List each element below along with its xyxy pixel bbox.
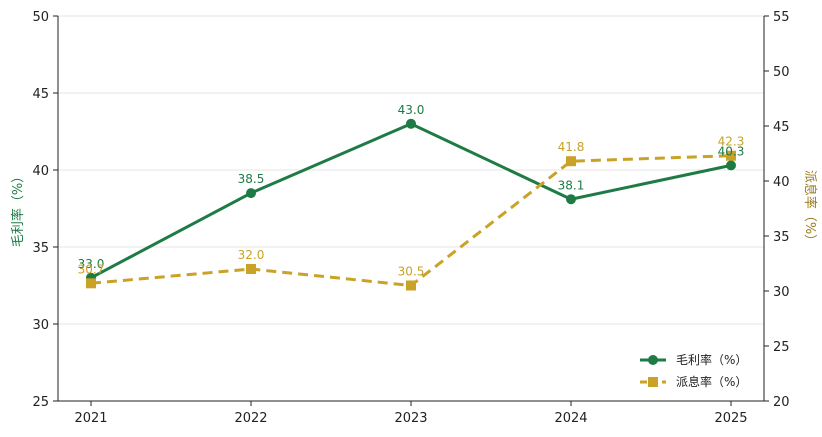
legend-label: 毛利率（%）	[676, 352, 747, 367]
right-tick-label: 35	[773, 230, 790, 245]
gridlines	[58, 15, 764, 402]
data-label: 30.7	[78, 262, 105, 276]
right-y-axis-title: 派息率（%）	[802, 170, 818, 247]
data-label: 42.3	[718, 135, 745, 149]
data-label: 43.0	[398, 103, 425, 117]
right-tick-label: 45	[773, 120, 790, 135]
left-tick-label: 50	[32, 10, 49, 25]
right-tick-label: 50	[773, 65, 790, 80]
legend: 毛利率（%） 派息率（%）	[640, 352, 747, 389]
x-tick-label: 2023	[394, 411, 427, 426]
data-point-marker	[86, 278, 96, 289]
x-tick-label: 2021	[74, 411, 107, 426]
axes: 毛利率（%） 派息率（%）	[10, 16, 818, 402]
legend-marker	[648, 355, 658, 365]
data-point-marker	[406, 118, 416, 129]
series-1	[86, 118, 736, 283]
left-tick-label: 45	[32, 87, 49, 102]
right-tick-label: 30	[773, 285, 790, 300]
data-label: 41.8	[558, 140, 585, 154]
data-point-marker	[566, 156, 576, 167]
left-tick-label: 35	[32, 241, 49, 256]
x-tick-label: 2025	[714, 411, 747, 426]
data-point-marker	[246, 264, 256, 274]
legend-marker	[648, 377, 658, 387]
legend-item: 派息率（%）	[640, 374, 747, 389]
series-2	[86, 150, 736, 291]
data-label: 38.5	[238, 172, 265, 186]
right-tick-label: 20	[773, 395, 790, 410]
data-point-marker	[406, 280, 416, 291]
left-tick-label: 25	[32, 395, 49, 410]
data-label: 30.5	[398, 265, 425, 279]
left-tick-label: 30	[32, 318, 49, 333]
x-tick-label: 2024	[554, 411, 587, 426]
data-point-marker	[726, 150, 736, 161]
data-label: 32.0	[238, 248, 265, 262]
x-tick-label: 2022	[234, 411, 267, 426]
data-label: 33.0	[78, 257, 105, 271]
left-tick-label: 40	[32, 164, 49, 179]
series-line	[90, 122, 732, 280]
left-y-axis-title: 毛利率（%）	[10, 170, 26, 247]
legend-label: 派息率（%）	[676, 374, 747, 389]
right-tick-label: 40	[773, 175, 790, 190]
right-tick-label: 25	[773, 340, 790, 355]
data-label: 38.1	[558, 178, 585, 192]
data-labels: 33.0 38.5 43.0 38.1 40.3 30.7 32.0 30.5 41.8 42.3	[78, 103, 745, 279]
data-point-marker	[246, 188, 256, 199]
data-label: 40.3	[718, 144, 745, 158]
series	[86, 118, 736, 291]
data-point-marker	[726, 160, 736, 171]
data-point-marker	[566, 194, 576, 205]
right-tick-label: 55	[773, 10, 790, 25]
legend-item: 毛利率（%）	[640, 352, 747, 367]
